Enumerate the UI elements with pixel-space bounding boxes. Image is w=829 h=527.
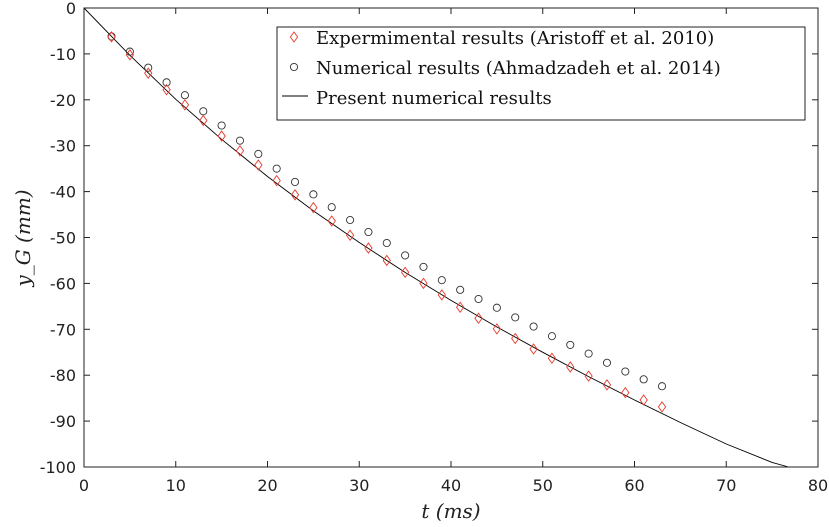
present-results-line: [83, 7, 789, 468]
x-tick-label: 20: [257, 476, 277, 495]
numerical-point: [639, 375, 648, 384]
numerical-point: [657, 382, 667, 391]
numerical-point: [346, 216, 355, 225]
numerical-point: [492, 303, 501, 312]
numerical-point: [125, 47, 134, 56]
numerical-point: [309, 190, 318, 199]
experimental-point: [382, 254, 391, 267]
experimental-point: [125, 49, 135, 61]
x-tick-label: 70: [716, 476, 736, 495]
experimental-point: [107, 31, 116, 43]
series-numerical-points: [107, 32, 667, 391]
legend-box: [276, 26, 806, 121]
axis-ticks: 0 10 20 30 40 50 60 70 80 0 -10 -20 -30 -40 -50 -60 -70 -…: [40, 0, 828, 495]
y-tick-label: -100: [40, 458, 76, 477]
numerical-point: [144, 63, 153, 72]
numerical-point: [437, 276, 446, 285]
numerical-point: [602, 358, 612, 367]
x-axis-title: t (ms): [421, 499, 480, 523]
legend: Expermimental results (Aristoff et al. 2…: [276, 26, 806, 121]
experimental-point: [419, 277, 428, 290]
x-tick-label: 30: [349, 476, 369, 495]
series-experimental-points: [107, 31, 667, 413]
experimental-point: [474, 312, 483, 325]
experimental-point: [345, 229, 355, 241]
experimental-point: [602, 379, 612, 391]
numerical-point: [254, 149, 263, 159]
experimental-point: [144, 67, 153, 79]
experimental-point: [327, 215, 336, 227]
numerical-point: [511, 313, 520, 322]
experimental-point: [566, 361, 575, 373]
x-tick-label: 0: [79, 476, 89, 495]
numerical-point: [382, 238, 391, 248]
numerical-point: [364, 227, 373, 237]
y-axis-title: y_G (mm): [11, 189, 35, 287]
x-tick-label: 60: [624, 476, 644, 495]
experimental-point: [492, 323, 502, 335]
experimental-point: [584, 370, 593, 382]
numerical-point: [584, 349, 593, 358]
numerical-point: [474, 294, 483, 304]
experimental-point: [529, 343, 538, 355]
y-tick-label: -10: [50, 45, 76, 64]
legend-marker-experimental: [289, 31, 299, 43]
y-tick-label: -70: [50, 320, 76, 339]
numerical-point: [327, 203, 336, 212]
experimental-point: [162, 83, 171, 96]
numerical-point: [217, 121, 226, 130]
numerical-point: [180, 91, 189, 100]
x-tick-label: 40: [441, 476, 461, 495]
experimental-point: [199, 114, 208, 127]
experimental-point: [639, 394, 648, 406]
experimental-point: [456, 301, 465, 314]
experimental-point: [437, 289, 446, 301]
experimental-point: [511, 332, 520, 345]
experimental-point: [547, 352, 557, 364]
experimental-point: [290, 189, 300, 201]
y-tick-label: -40: [50, 183, 76, 202]
y-tick-label: -20: [50, 91, 76, 110]
y-tick-label: -80: [50, 366, 76, 385]
numerical-point: [419, 262, 428, 271]
y-tick-label: 0: [66, 0, 76, 18]
y-tick-label: -90: [50, 412, 76, 431]
numerical-point: [235, 136, 245, 145]
legend-label: Expermimental results (Aristoff et al. 2…: [316, 28, 714, 49]
y-tick-label: -30: [50, 137, 76, 156]
y-tick-label: -50: [50, 229, 76, 248]
experimental-point: [272, 174, 281, 187]
numerical-point: [290, 177, 300, 187]
x-tick-label: 50: [533, 476, 553, 495]
experimental-point: [364, 242, 373, 254]
experimental-point: [235, 144, 245, 157]
experimental-point: [180, 99, 190, 111]
numerical-point: [162, 78, 171, 87]
experimental-point: [217, 130, 226, 142]
series-present-line: [83, 7, 789, 468]
x-tick-label: 10: [166, 476, 186, 495]
experimental-point: [621, 386, 630, 399]
numerical-point: [621, 367, 630, 376]
legend-label: Numerical results (Ahmadzadeh et al. 201…: [316, 58, 721, 79]
y-tick-label: -60: [50, 274, 76, 293]
plot-frame: [83, 7, 819, 468]
numerical-point: [547, 332, 556, 341]
experimental-point: [657, 401, 667, 413]
x-tick-label: 80: [808, 476, 828, 495]
experimental-point: [309, 201, 318, 214]
numerical-point: [529, 322, 538, 331]
numerical-point: [456, 285, 465, 294]
numerical-point: [272, 164, 281, 173]
numerical-point: [566, 340, 575, 349]
experimental-point: [400, 266, 410, 279]
experimental-point: [254, 159, 263, 171]
legend-marker-numerical: [289, 62, 299, 72]
legend-label: Present numerical results: [316, 88, 552, 109]
numerical-point: [401, 251, 410, 260]
